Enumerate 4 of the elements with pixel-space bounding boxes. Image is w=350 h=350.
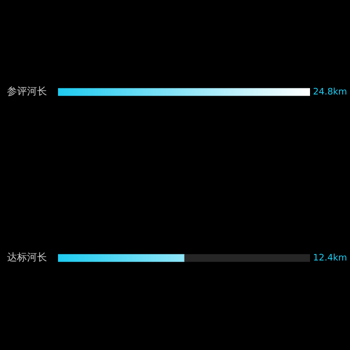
- y-tick-label: 参评河长: [7, 86, 47, 98]
- data-label: 24.8km: [313, 87, 348, 98]
- data-label: 12.4km: [313, 253, 348, 264]
- y-tick-label: 达标河长: [7, 252, 47, 264]
